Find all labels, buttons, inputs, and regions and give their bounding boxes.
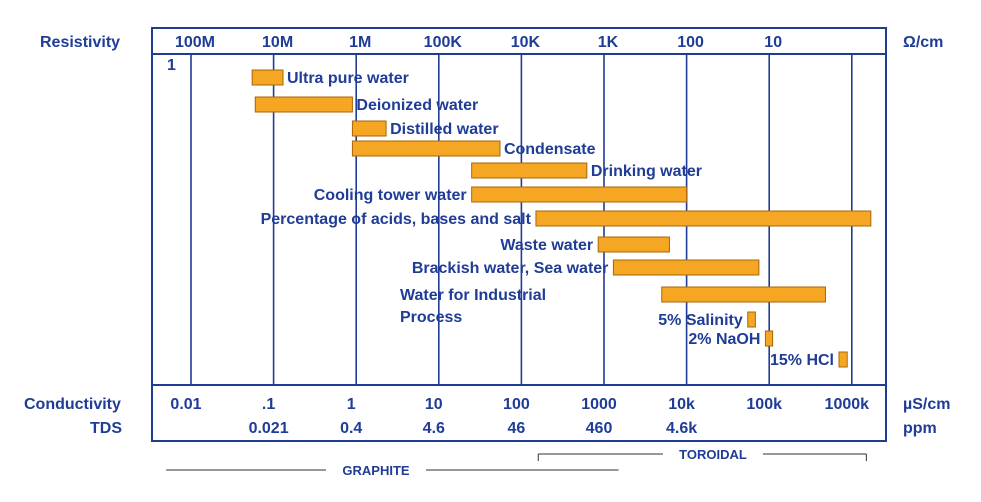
range-bar [471, 186, 688, 203]
range-bar [351, 140, 501, 157]
tds-tick-label: 0.021 [249, 420, 289, 437]
resistivity-tick-label: 100M [175, 34, 215, 51]
resistivity-tick-label: 10 [764, 34, 782, 51]
range-bar [661, 286, 826, 303]
conductivity-axis-frame [151, 384, 887, 442]
conductivity-tick-label: 10 [425, 396, 443, 413]
corner-label: 1 [167, 57, 176, 74]
range-bar [764, 330, 774, 347]
range-label: Percentage of acids, bases and salt [261, 211, 532, 228]
range-label: Deionized water [356, 97, 478, 114]
tds-tick-label: 4.6k [666, 420, 697, 437]
conductivity-tick-label: 0.01 [170, 396, 201, 413]
range-label: Drinking water [591, 163, 702, 180]
resistivity-tick-label: 100K [424, 34, 463, 51]
resistivity-tick-label: 10K [511, 34, 541, 51]
range-label: Waste water [500, 237, 593, 254]
tds-tick-label: 0.4 [340, 420, 362, 437]
range-bar [254, 96, 353, 113]
range-name: GRAPHITE [342, 463, 410, 478]
tds-tick-label: 4.6 [423, 420, 445, 437]
range-bar [747, 311, 756, 328]
conductivity-tick-label: 1000 [581, 396, 617, 413]
resistivity-tick-label: 1M [349, 34, 371, 51]
range-label: Brackish water, Sea water [412, 260, 609, 277]
conductivity-tick-label: .1 [262, 396, 275, 413]
conductivity-unit: µS/cm [903, 396, 950, 413]
range-label: Condensate [504, 141, 596, 158]
range-bar [597, 236, 670, 253]
resistivity-tick-label: 10M [262, 34, 293, 51]
range-label: Ultra pure water [287, 70, 409, 87]
conductivity-tick-label: 100k [746, 396, 782, 413]
conductivity-tick-label: 100 [503, 396, 530, 413]
conductivity-tick-label: 1000k [825, 396, 870, 413]
tds-unit: ppm [903, 420, 937, 437]
tds-label: TDS [90, 420, 122, 437]
range-label: 2% NaOH [688, 331, 760, 348]
conductivity-tick-label: 1 [347, 396, 356, 413]
range-label: 15% HCl [770, 352, 834, 369]
range-bar [612, 259, 760, 276]
range-label: Cooling tower water [314, 187, 467, 204]
range-bar [471, 162, 588, 179]
resistivity-tick-label: 1K [598, 34, 619, 51]
resistivity-tick-label: 100 [677, 34, 704, 51]
range-label: Water for Industrial Process [400, 287, 546, 326]
range-bar [251, 69, 284, 86]
range-bar [535, 210, 872, 227]
tds-tick-label: 460 [586, 420, 613, 437]
range-bar [351, 120, 387, 137]
range-label: Distilled water [390, 121, 498, 138]
resistivity-unit: Ω/cm [903, 34, 943, 51]
conductivity-tick-label: 10k [668, 396, 695, 413]
resistivity-label: Resistivity [40, 34, 120, 51]
conductivity-label: Conductivity [24, 396, 121, 413]
range-bar [838, 351, 848, 368]
tds-tick-label: 46 [508, 420, 526, 437]
range-label: 5% Salinity [658, 312, 743, 329]
range-name: TOROIDAL [679, 447, 747, 462]
